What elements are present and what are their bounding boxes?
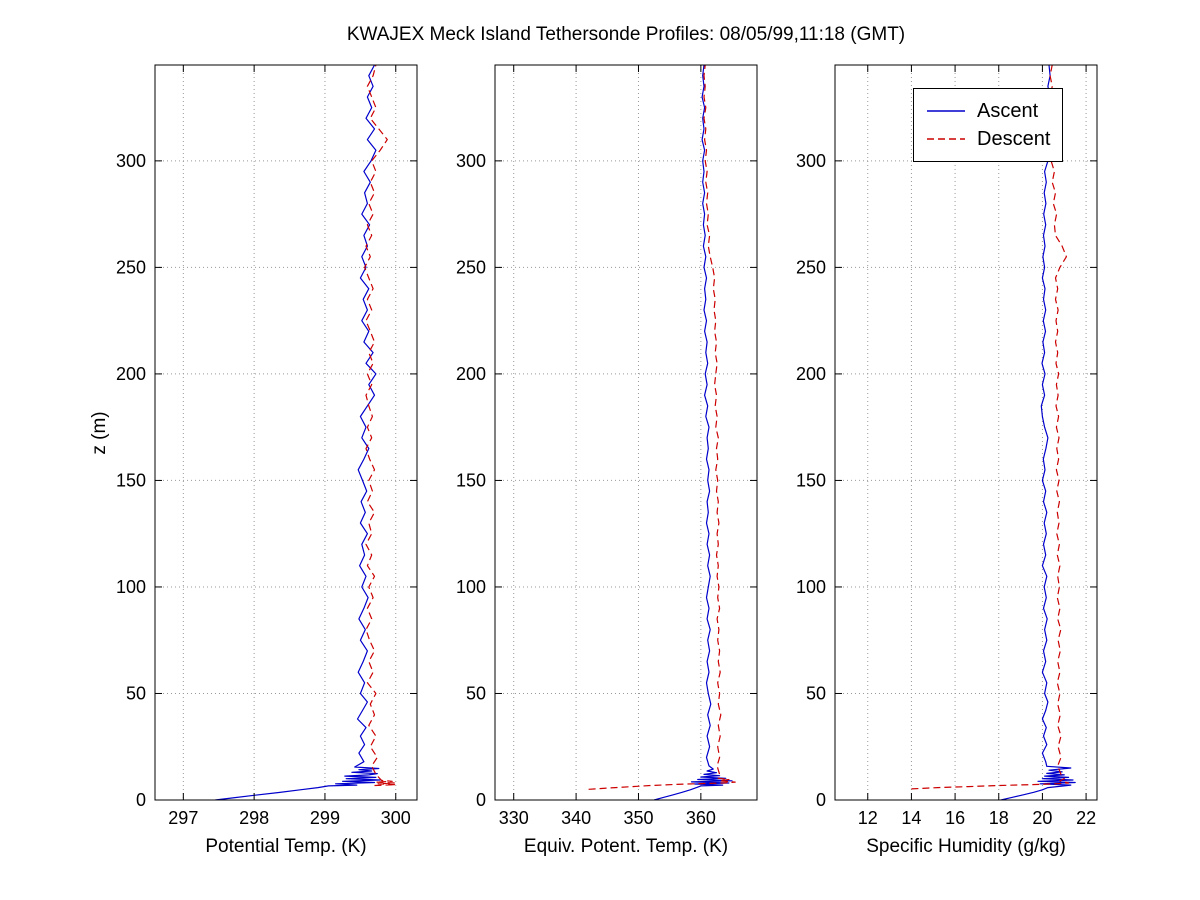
y-tick-label: 0: [136, 790, 146, 810]
x-tick-label: 340: [561, 808, 591, 828]
y-tick-label: 150: [116, 470, 146, 490]
y-tick-label: 50: [466, 683, 486, 703]
y-tick-label: 200: [456, 364, 486, 384]
y-tick-label: 300: [796, 151, 826, 171]
x-tick-label: 22: [1076, 808, 1096, 828]
panel-equiv-potent-temp: 330 340 350 360 0 50 100 150 200 250 300 Equiv. Pot…: [456, 64, 758, 857]
legend-item-ascent: Ascent: [924, 97, 1052, 125]
x-tick-label: 350: [623, 808, 653, 828]
x-tick-label: 12: [858, 808, 878, 828]
y-tick-label: 50: [806, 683, 826, 703]
x-tick-label: 18: [989, 808, 1009, 828]
legend: Ascent Descent: [913, 88, 1063, 162]
x-tick-label: 299: [310, 808, 340, 828]
panel-specific-humidity: 12 14 16 18 20 22 0 50 100 150 200 250 300 Specific H…: [796, 64, 1098, 857]
descent-line: [911, 65, 1070, 790]
legend-item-descent: Descent: [924, 125, 1052, 153]
panel-potential-temp: 297 298 299 300 0 50 100 150 200 250 300 Potential …: [116, 64, 418, 857]
y-tick-label: 250: [796, 257, 826, 277]
x-axis-label: Equiv. Potent. Temp. (K): [524, 836, 728, 857]
x-tick-label: 300: [381, 808, 411, 828]
y-tick-label: 0: [476, 790, 486, 810]
descent-line: [588, 65, 736, 790]
x-tick-label: 298: [239, 808, 269, 828]
x-axis-label: Specific Humidity (g/kg): [866, 836, 1066, 857]
y-axis-label: z (m): [89, 411, 110, 455]
y-tick-label: 300: [116, 151, 146, 171]
y-tick-label: 250: [456, 257, 486, 277]
y-tick-label: 150: [456, 470, 486, 490]
legend-label-ascent: Ascent: [977, 99, 1039, 122]
x-tick-label: 330: [499, 808, 529, 828]
y-tick-label: 100: [116, 577, 146, 597]
ascent-line: [653, 65, 733, 800]
y-tick-label: 150: [796, 470, 826, 490]
ascent-line: [215, 65, 381, 800]
x-tick-label: 297: [168, 808, 198, 828]
x-axis-label: Potential Temp. (K): [205, 836, 366, 857]
descent-line: [364, 65, 397, 787]
x-tick-label: 14: [901, 808, 921, 828]
y-tick-label: 100: [456, 577, 486, 597]
descent-line-sample: [927, 138, 965, 140]
x-tick-label: 16: [945, 808, 965, 828]
y-tick-label: 300: [456, 151, 486, 171]
axes-box: [494, 64, 758, 801]
legend-label-descent: Descent: [977, 127, 1051, 150]
y-tick-label: 250: [116, 257, 146, 277]
y-tick-label: 200: [796, 364, 826, 384]
axes-box: [834, 64, 1098, 801]
y-tick-label: 0: [816, 790, 826, 810]
chart-title: KWAJEX Meck Island Tethersonde Profiles:…: [346, 24, 906, 45]
y-tick-label: 200: [116, 364, 146, 384]
axes-box: [154, 64, 418, 801]
ascent-line-sample: [927, 110, 965, 112]
x-tick-label: 20: [1032, 808, 1052, 828]
ascent-line: [1000, 65, 1076, 800]
y-tick-label: 50: [126, 683, 146, 703]
y-tick-label: 100: [796, 577, 826, 597]
x-tick-label: 360: [686, 808, 716, 828]
